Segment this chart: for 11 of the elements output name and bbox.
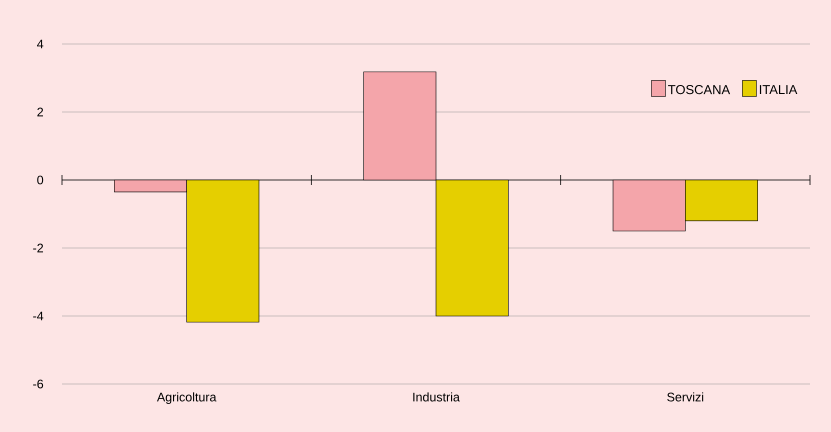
x-tick-label: Servizi (667, 392, 704, 402)
legend-label: ITALIA (760, 85, 798, 94)
y-tick-label: -2 (33, 244, 44, 252)
y-tick-label: 0 (37, 176, 44, 184)
y-tick-label: 2 (37, 108, 44, 116)
y-tick-label: -4 (33, 312, 44, 320)
x-tick-label: Agricoltura (156, 392, 216, 404)
legend-label: TOSCANA (668, 85, 730, 94)
y-tick-label: -6 (33, 380, 44, 388)
y-tick-label: 4 (37, 40, 44, 48)
x-tick-label: Industria (413, 392, 460, 402)
